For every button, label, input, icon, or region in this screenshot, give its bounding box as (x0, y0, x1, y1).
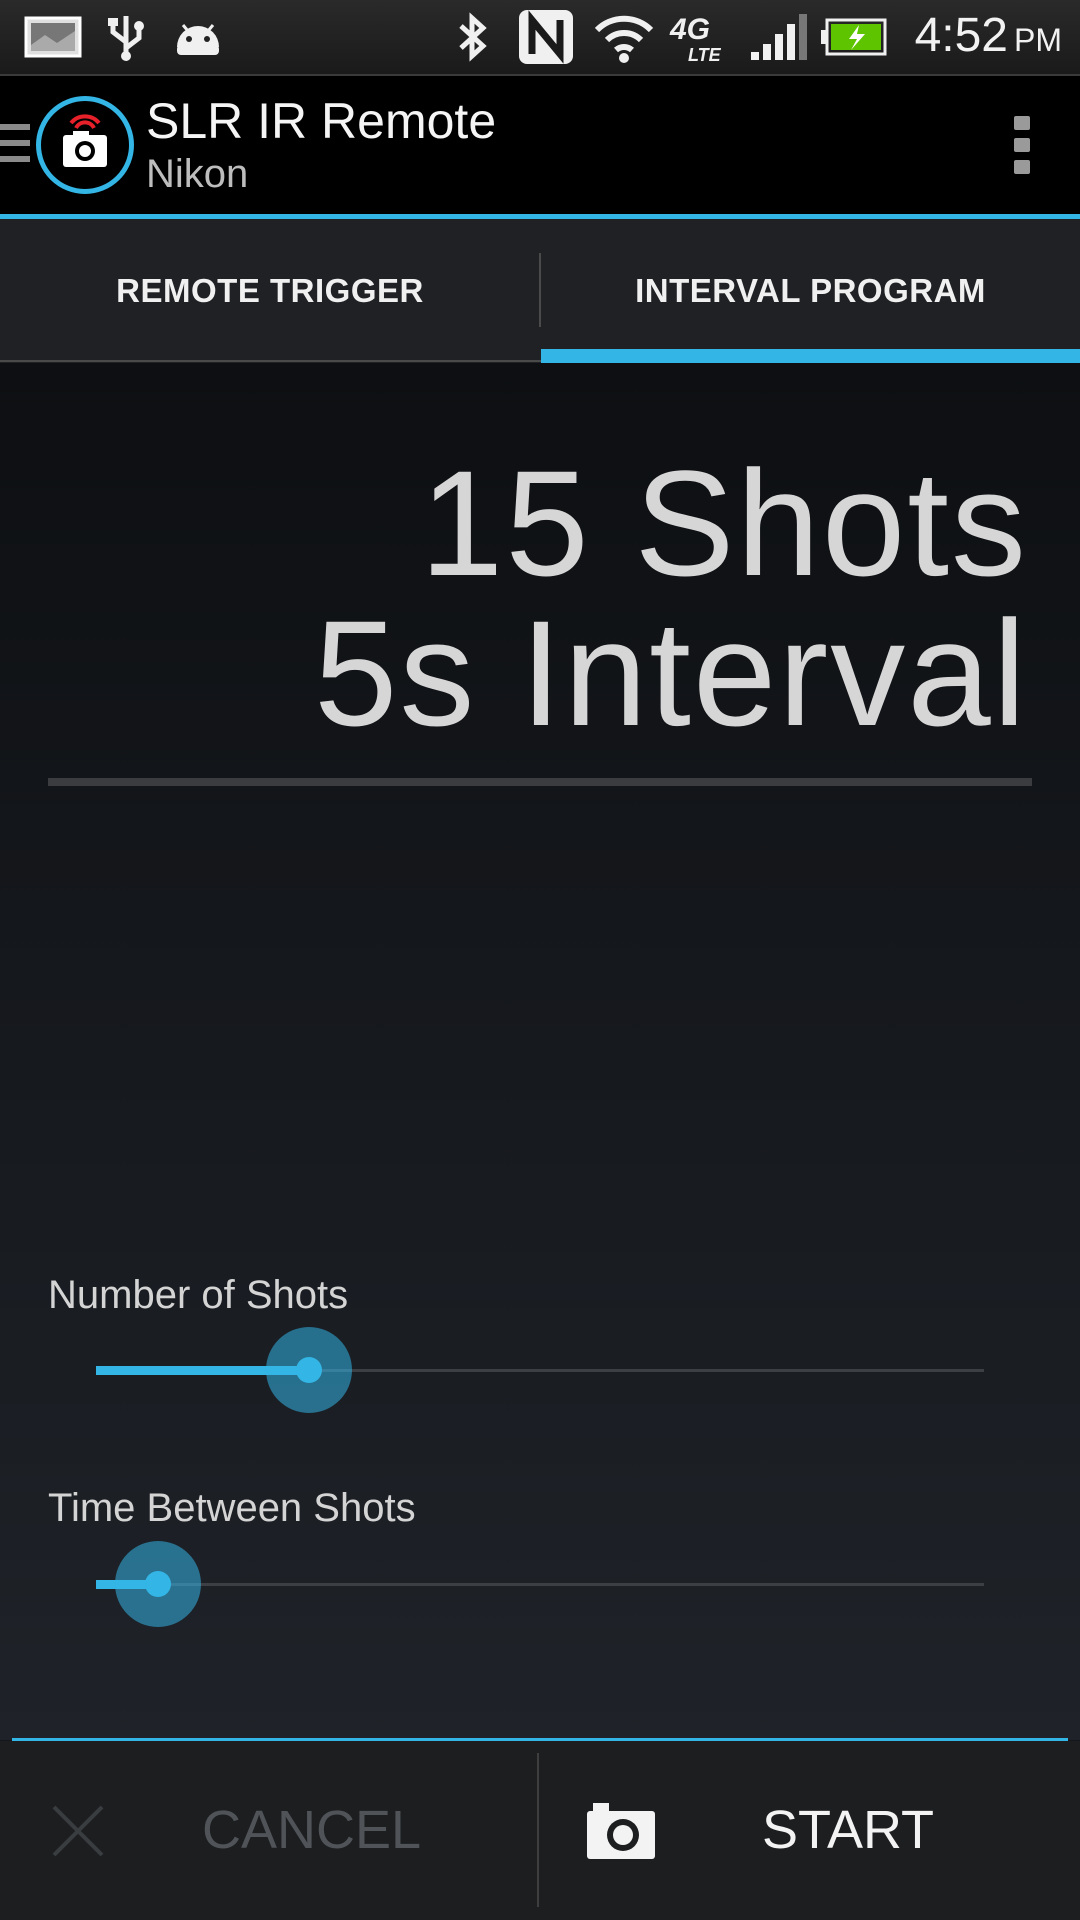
tab-remote-trigger[interactable]: REMOTE TRIGGER (116, 272, 424, 309)
tab-divider (539, 253, 541, 327)
wifi-icon (592, 12, 656, 63)
app-title: SLR IR Remote (146, 93, 497, 149)
camera-icon (585, 1799, 657, 1861)
cancel-label: CANCEL (202, 1800, 422, 1860)
gallery-icon (22, 12, 84, 62)
app-subtitle: Nikon (146, 152, 249, 196)
button-divider (537, 1753, 539, 1907)
bottom-bar-accent-line (12, 1738, 1068, 1741)
nfc-icon (516, 10, 576, 64)
shots-summary: 15 Shots (419, 439, 1028, 607)
signal-icon (748, 12, 808, 62)
battery-charging-icon (820, 12, 890, 62)
tab-underline (0, 360, 541, 362)
summary-divider (48, 778, 1032, 786)
drawer-indicator-icon[interactable] (0, 124, 30, 174)
tab-bar: REMOTE TRIGGER INTERVAL PROGRAM (0, 219, 1080, 363)
time-between-shots-slider[interactable] (96, 1541, 984, 1627)
4g-lte-icon: 4G LTE (668, 12, 734, 65)
clock: 4:52 PM (914, 9, 1062, 62)
android-icon (170, 12, 226, 62)
interval-summary: 5s Interval (314, 589, 1028, 757)
status-bar: 4G LTE 4:52 PM (0, 0, 1080, 76)
bottom-button-bar: CANCEL START (0, 1741, 1080, 1920)
start-label: START (762, 1800, 935, 1860)
svg-text:4G: 4G (669, 13, 710, 46)
camera-ir-logo-icon (63, 114, 107, 167)
slider-thumb[interactable] (145, 1571, 171, 1597)
usb-icon (102, 12, 150, 62)
start-button[interactable]: START (539, 1741, 1080, 1920)
time-between-shots-label: Time Between Shots (48, 1486, 416, 1530)
program-summary: 15 Shots 5s Interval (314, 448, 1028, 748)
tab-interval-program[interactable]: INTERVAL PROGRAM (635, 272, 986, 309)
overflow-menu-icon[interactable] (1014, 116, 1030, 176)
slider-thumb[interactable] (296, 1357, 322, 1383)
action-bar-accent-line (0, 214, 1080, 219)
number-of-shots-label: Number of Shots (48, 1273, 349, 1317)
slider-fill (96, 1366, 309, 1375)
app-logo[interactable] (36, 96, 134, 194)
cancel-button[interactable]: CANCEL (0, 1741, 537, 1920)
tab-selected-indicator (541, 349, 1080, 363)
interval-program-panel: 15 Shots 5s Interval Number of Shots Tim… (0, 363, 1080, 1740)
close-icon (48, 1801, 108, 1861)
number-of-shots-slider[interactable] (96, 1327, 984, 1413)
action-bar: SLR IR Remote Nikon (0, 76, 1080, 214)
svg-text:LTE: LTE (688, 45, 722, 65)
bluetooth-icon (452, 12, 492, 62)
